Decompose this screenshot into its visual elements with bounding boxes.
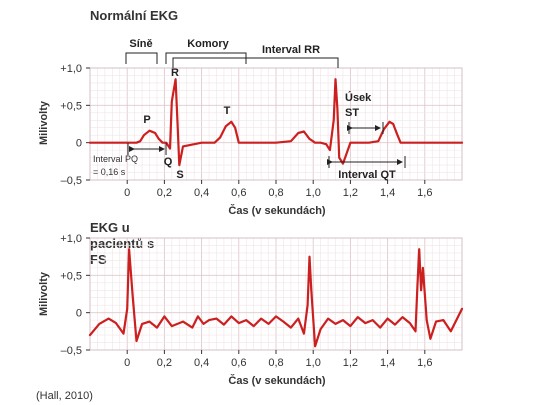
st-label-2: ST — [345, 107, 359, 119]
chart1-xtick-label: 1,2 — [343, 187, 358, 199]
chart1-xtick-label: 1,6 — [417, 187, 432, 199]
chart2-xtick-label: 1,2 — [343, 357, 358, 369]
chart2-xlabel: Čas (v sekundách) — [228, 374, 326, 387]
atria-label: Síně — [129, 38, 152, 50]
rr-bracket — [172, 57, 339, 68]
chart2-ytick-label: –0,5 — [61, 345, 82, 357]
ventricles-label: Komory — [187, 38, 229, 50]
chart2-xtick-label: 1,6 — [417, 357, 432, 369]
chart1-xtick-label: 1,4 — [380, 187, 395, 199]
chart2-xtick-label: 0,6 — [231, 357, 246, 369]
chart2-title-line2: pacientů s — [90, 236, 154, 251]
atria-bracket — [125, 52, 158, 64]
chart1-ytick-label: +1,0 — [60, 63, 82, 75]
chart2-ytick-label: +1,0 — [60, 233, 82, 245]
chart1-xlabel: Čas (v sekundách) — [228, 204, 326, 217]
chart2-xtick-label: 0,2 — [157, 357, 172, 369]
chart1-xtick-label: 1,0 — [306, 187, 321, 199]
chart1-xtick-label: 0,2 — [157, 187, 172, 199]
q-wave-label: Q — [164, 156, 173, 168]
chart2-axes: +1,0 +0,5 0 –0,5 0 0,2 0,4 0,6 0,8 1,0 1,2 1,4 1,6 — [60, 233, 432, 369]
chart1-ytick-label: +0,5 — [60, 100, 82, 112]
chart1-xtick-label: 0 — [124, 187, 130, 199]
st-label-1: Úsek — [345, 91, 372, 104]
chart2-title-line1: EKG u — [90, 220, 130, 235]
chart2-xtick-label: 1,4 — [380, 357, 395, 369]
chart2-xtick-label: 0,8 — [268, 357, 283, 369]
chart1-ytick-label: –0,5 — [61, 175, 82, 187]
qt-interval-label: Interval QT — [338, 169, 396, 181]
pq-interval-label: Interval PQ — [93, 154, 138, 164]
chart1-ylabel: Milivolty — [38, 100, 50, 145]
p-wave-label: P — [143, 114, 150, 126]
chart2-title-line3: FS — [90, 252, 107, 267]
chart2-xtick-label: 1,0 — [306, 357, 321, 369]
pq-interval-value: = 0,16 s — [93, 167, 126, 177]
chart1-xtick-label: 0,4 — [194, 187, 209, 199]
chart1-annotations: Síně Komory Interval RR R P T Q S Interv… — [93, 38, 406, 181]
chart1-ytick-label: 0 — [76, 138, 82, 150]
r-wave-label: R — [171, 67, 179, 79]
chart2-xtick-label: 0,4 — [194, 357, 209, 369]
chart1-xtick-label: 0,6 — [231, 187, 246, 199]
chart2-ytick-label: 0 — [76, 308, 82, 320]
chart1-title: Normální EKG — [90, 8, 178, 23]
chart1-xtick-label: 0,8 — [268, 187, 283, 199]
chart1-ekg-trace — [88, 78, 464, 167]
source-note: (Hall, 2010) — [36, 390, 93, 402]
chart2-ylabel: Milivolty — [38, 271, 50, 316]
chart2-ekg-trace — [88, 248, 464, 348]
chart2-xtick-label: 0 — [124, 357, 130, 369]
s-wave-label: S — [176, 169, 183, 181]
chart2-grid — [89, 237, 463, 351]
chart2-ytick-label: +0,5 — [60, 270, 82, 282]
chart1-series — [88, 78, 464, 167]
t-wave-label: T — [224, 105, 231, 117]
chart2-series — [88, 248, 464, 348]
rr-label: Interval RR — [262, 44, 320, 56]
